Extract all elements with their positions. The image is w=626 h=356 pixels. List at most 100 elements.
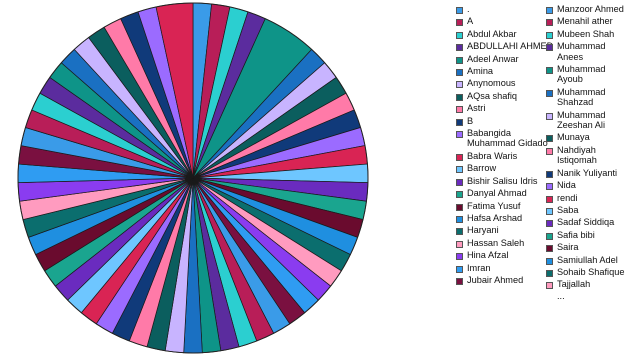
legend-item: Bishir Salisu Idris <box>456 176 556 186</box>
pie-chart <box>17 2 369 354</box>
legend-item: Nanik Yuliyanti <box>546 168 626 178</box>
legend-label: Barrow <box>467 163 497 174</box>
legend-item: Saba <box>546 205 626 215</box>
legend-swatch <box>546 257 553 265</box>
legend-label: Saba <box>557 204 579 215</box>
legend-item: Samiullah Adel <box>546 255 626 265</box>
legend-label: Sadaf Siddiqa <box>557 217 615 228</box>
legend-item: Danyal Ahmad <box>456 188 556 199</box>
legend-item: Muhammad Anees <box>546 41 626 62</box>
legend-column-1: . A Abdul Akbar ABDULLAHI AHMED Adeel Anwar A… <box>456 4 556 287</box>
legend-swatch <box>456 118 463 126</box>
legend-label: Astri <box>467 103 486 114</box>
legend-item: Menahil ather <box>546 16 626 27</box>
legend-label: Muhammad Shahzad <box>557 86 606 108</box>
legend-label: Nida <box>557 180 576 191</box>
legend-swatch <box>456 131 463 139</box>
legend-swatch <box>456 240 463 248</box>
legend-label: AQsa shafiq <box>467 90 518 101</box>
legend-swatch <box>546 67 553 75</box>
legend-item: A <box>456 16 556 27</box>
legend-item: . <box>456 4 556 14</box>
legend-label: Anynomous <box>467 78 516 89</box>
legend-label: Tajjallah <box>557 279 591 290</box>
legend-label: Jubair Ahmed <box>467 274 524 285</box>
legend-swatch <box>456 178 463 186</box>
legend-item: Sadaf Siddiqa <box>546 217 626 228</box>
legend-item: rendi <box>546 193 626 203</box>
legend-column-2: Manzoor Ahmed Menahil ather Mubeen Shah Muh… <box>546 4 626 300</box>
legend-label: Munaya <box>557 132 590 143</box>
legend-label: Muhammad Ayoub <box>557 64 606 85</box>
legend-swatch <box>546 89 553 97</box>
legend-more-indicator: ... <box>557 290 565 301</box>
legend-label: Hassan Saleh <box>467 237 525 248</box>
legend-swatch <box>546 232 553 240</box>
legend-item: Muhammad Shahzad <box>546 87 626 108</box>
legend-label: Babra Waris <box>467 150 518 161</box>
legend-item: Jubair Ahmed <box>456 275 556 285</box>
legend-label: rendi <box>557 192 578 203</box>
legend-item: Muhammad Zeeshan Ali <box>546 110 626 131</box>
legend-swatch <box>456 191 463 199</box>
legend-label: Adeel Anwar <box>467 53 519 64</box>
legend-label: Manzoor Ahmed <box>557 4 624 14</box>
legend-swatch <box>456 31 463 39</box>
legend-swatch <box>456 228 463 236</box>
legend-item: Fatima Yusuf <box>456 201 556 211</box>
legend-item: Tajjallah <box>546 279 626 290</box>
legend-swatch <box>546 245 553 253</box>
legend-label: Haryani <box>467 225 499 236</box>
legend-label: Saira <box>557 242 579 253</box>
legend-item: Saira <box>546 242 626 253</box>
legend-swatch <box>456 106 463 114</box>
legend-item: Imran <box>456 263 556 273</box>
legend-swatch <box>456 203 463 211</box>
legend-label: Safia bibi <box>557 229 595 240</box>
legend-label: Danyal Ahmad <box>467 188 527 199</box>
legend-swatch <box>546 31 553 39</box>
legend-label: Mubeen Shah <box>557 28 615 39</box>
legend-label: Hina Afzal <box>467 250 509 261</box>
pie-outline <box>17 2 369 354</box>
legend-swatch <box>546 269 553 277</box>
legend-swatch <box>456 56 463 64</box>
legend-label: Samiullah Adel <box>557 254 618 265</box>
legend-swatch <box>456 277 463 285</box>
legend-item: Babangida Muhammad Gidado <box>456 128 556 149</box>
pie-chart-svg <box>17 2 369 354</box>
legend-label: Menahil ather <box>557 16 613 27</box>
legend-label: . <box>467 4 470 14</box>
legend-swatch <box>456 69 463 77</box>
legend-swatch <box>456 81 463 89</box>
legend-label: Muhammad Anees <box>557 41 606 62</box>
legend-swatch <box>546 147 553 155</box>
legend-item: Safia bibi <box>546 230 626 240</box>
legend-item: Nahdiyah Istiqomah <box>546 145 626 166</box>
legend-item: Babra Waris <box>456 151 556 161</box>
legend-swatch <box>546 195 553 203</box>
legend-label: Fatima Yusuf <box>467 200 521 211</box>
legend-swatch <box>456 93 463 101</box>
legend-item: Sohaib Shafique <box>546 267 626 277</box>
legend-swatch <box>546 183 553 191</box>
legend-label: Nahdiyah Istiqomah <box>557 144 597 166</box>
legend-label: A <box>467 16 474 27</box>
legend-item: ABDULLAHI AHMED <box>456 41 556 52</box>
legend-swatch <box>456 253 463 261</box>
legend-swatch <box>546 220 553 228</box>
legend-swatch <box>546 19 553 27</box>
legend-label: Muhammad Zeeshan Ali <box>557 109 606 131</box>
legend-swatch <box>546 44 553 52</box>
legend-item: Munaya <box>546 132 626 143</box>
legend-label: Amina <box>467 66 494 77</box>
legend-label: Abdul Akbar <box>467 28 517 39</box>
legend-label: Imran <box>467 262 491 273</box>
legend-swatch <box>456 44 463 52</box>
legend-item: B <box>456 116 556 126</box>
legend-swatch <box>546 170 553 178</box>
legend-item: Muhammad Ayoub <box>546 64 626 85</box>
legend-swatch <box>546 135 553 143</box>
legend-item: Nida <box>546 180 626 191</box>
legend-item: Amina <box>456 66 556 77</box>
